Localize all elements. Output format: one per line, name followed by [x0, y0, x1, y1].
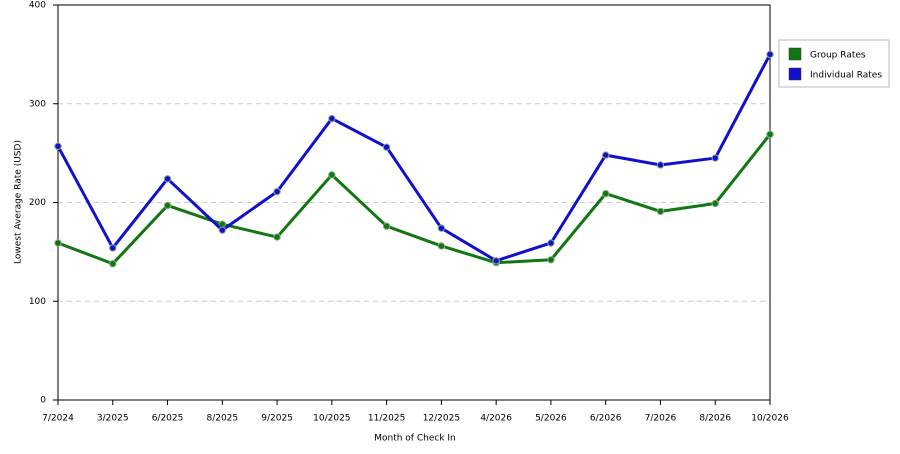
data-point — [109, 260, 117, 268]
legend-swatch — [788, 47, 802, 61]
x-tick-label: 8/2026 — [699, 414, 731, 424]
data-point — [492, 257, 500, 265]
x-tick-label: 4/2026 — [480, 414, 512, 424]
data-point — [163, 201, 172, 210]
series-line — [56, 53, 772, 263]
data-point — [656, 207, 665, 216]
series-line — [57, 133, 772, 266]
data-point — [218, 226, 227, 234]
legend-label: Individual Rates — [810, 71, 882, 81]
x-tick-label: 8/2025 — [206, 414, 238, 424]
data-point — [766, 130, 774, 139]
y-tick-label: 400 — [29, 1, 46, 11]
y-axis-label: Lowest Average Rate (USD) — [14, 140, 24, 264]
data-point — [547, 239, 555, 247]
data-point — [163, 175, 172, 183]
data-point — [54, 239, 62, 247]
data-point — [273, 233, 281, 241]
legend-swatch — [788, 67, 802, 81]
data-point — [601, 189, 610, 198]
x-tick-label: 10/2026 — [751, 414, 789, 424]
data-point — [273, 187, 281, 196]
x-tick-label: 7/2026 — [645, 414, 677, 424]
data-point — [601, 151, 610, 159]
data-point — [711, 199, 719, 208]
x-tick-label: 9/2025 — [261, 414, 293, 424]
data-point — [656, 161, 665, 169]
data-point — [547, 256, 555, 264]
data-point — [109, 244, 117, 252]
legend-label: Group Rates — [810, 51, 866, 61]
y-tick-label: 0 — [40, 396, 46, 406]
y-tick-label: 100 — [29, 297, 46, 307]
plot-frame — [57, 4, 771, 401]
data-point — [766, 50, 774, 59]
x-tick-label: 7/2024 — [42, 414, 74, 424]
y-tick-label: 300 — [29, 99, 46, 109]
data-point — [382, 143, 391, 151]
data-point — [437, 224, 446, 232]
x-tick-label: 12/2025 — [423, 414, 460, 424]
data-point — [711, 154, 719, 162]
y-tick-label: 200 — [29, 198, 46, 208]
x-axis-label: Month of Check In — [374, 434, 456, 444]
x-tick-label: 6/2025 — [152, 414, 184, 424]
x-tick-label: 6/2026 — [590, 414, 622, 424]
x-tick-label: 5/2026 — [535, 414, 567, 424]
data-point — [54, 142, 62, 150]
data-point — [382, 222, 391, 230]
data-point — [328, 114, 336, 123]
x-tick-label: 11/2025 — [368, 414, 405, 424]
data-point — [328, 171, 336, 179]
x-tick-label: 3/2025 — [97, 414, 129, 424]
x-tick-label: 10/2025 — [313, 414, 350, 424]
data-point — [437, 242, 446, 250]
